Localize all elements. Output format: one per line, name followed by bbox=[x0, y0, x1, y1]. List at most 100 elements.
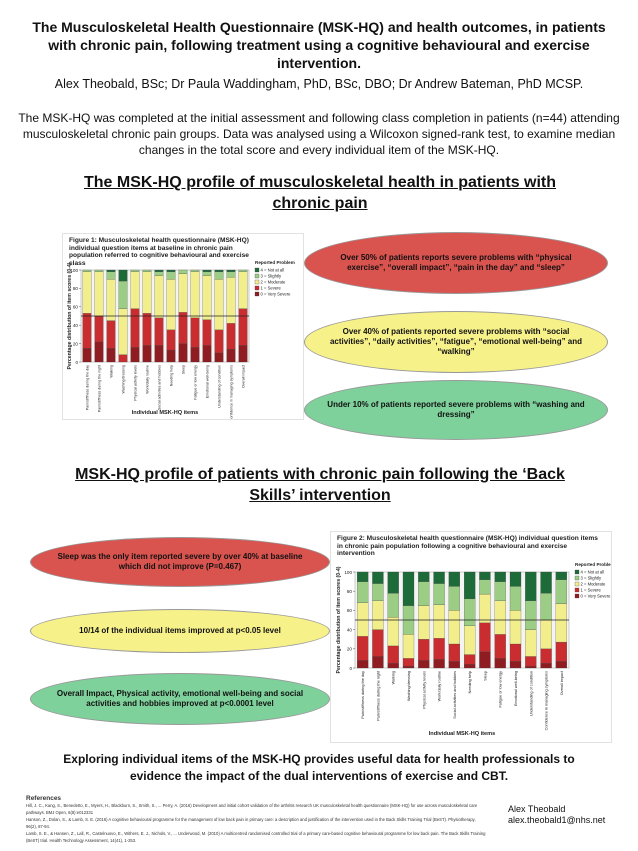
bar-segment bbox=[525, 656, 537, 667]
bar-segment bbox=[190, 317, 200, 348]
bar-segment bbox=[540, 619, 552, 649]
bar-segment bbox=[238, 271, 248, 309]
bar-segment bbox=[154, 317, 164, 346]
bar-segment bbox=[479, 593, 491, 624]
legend-title: Reported Problem bbox=[255, 260, 295, 265]
bar-segment bbox=[94, 269, 104, 272]
bar-segment bbox=[214, 279, 224, 330]
x-tick-label: Washing/dressing bbox=[407, 671, 411, 701]
callout-strong-improvement: Overall Impact, Physical activity, emoti… bbox=[30, 673, 330, 725]
x-tick-label: Walking bbox=[392, 671, 396, 684]
y-axis-label: Percentage distribution of item scores (… bbox=[336, 566, 342, 673]
bar-segment bbox=[372, 571, 384, 584]
bar-segment bbox=[106, 269, 116, 272]
x-tick-label: Pain/stiffness during the night bbox=[98, 365, 102, 412]
bar-segment bbox=[372, 583, 384, 601]
bar-segment bbox=[130, 308, 140, 348]
bar-segment bbox=[154, 275, 164, 318]
bar-segment bbox=[357, 581, 369, 603]
bar-segment bbox=[540, 571, 552, 594]
x-tick-label: Emotional well-being bbox=[206, 365, 210, 398]
bar-segment bbox=[82, 313, 92, 349]
x-tick-label: Physical activity levels bbox=[134, 365, 138, 401]
y-tick-label: 20 bbox=[73, 341, 79, 346]
bar-segment bbox=[178, 343, 188, 363]
bar-segment bbox=[464, 664, 476, 669]
x-tick-label: Overall impact bbox=[242, 365, 246, 388]
bar-segment bbox=[509, 571, 522, 587]
bar-segment bbox=[555, 661, 567, 669]
x-axis-label: Individual MSK-HQ items bbox=[132, 410, 199, 416]
bar-segment bbox=[142, 345, 152, 363]
bar-segment bbox=[509, 610, 522, 645]
reference-item: Lamb, S. E., & Hansen, Z., Lall, R., Cas… bbox=[26, 831, 486, 843]
bar-segment bbox=[166, 349, 176, 363]
bar-segment bbox=[94, 271, 104, 317]
callout-text: Under 10% of patients reported severe pr… bbox=[327, 400, 585, 419]
bar-segment bbox=[418, 571, 430, 582]
bar-segment bbox=[130, 271, 140, 309]
legend-title: Reported Problem bbox=[575, 562, 611, 567]
conclusion-text: Exploring individual items of the MSK-HQ… bbox=[63, 752, 575, 783]
bar-segment bbox=[106, 320, 116, 349]
x-tick-label: Washing/dressing bbox=[122, 365, 126, 393]
bar-segment bbox=[202, 271, 212, 276]
bar-segment bbox=[509, 586, 522, 611]
x-tick-label: Understanding of condition bbox=[218, 365, 222, 408]
x-tick-label: Emotional well-being bbox=[514, 671, 518, 706]
bar-segment bbox=[387, 663, 399, 669]
bar-segment bbox=[448, 571, 460, 587]
bar-segment bbox=[214, 269, 224, 272]
bar-segment bbox=[142, 269, 152, 272]
bar-segment bbox=[166, 269, 176, 272]
x-tick-label: Pain/stiffness during the day bbox=[361, 671, 365, 719]
bar-segment bbox=[448, 586, 460, 611]
x-tick-label: Sleep bbox=[483, 671, 487, 681]
bar-segment bbox=[202, 345, 212, 363]
bar-segment bbox=[190, 269, 200, 272]
legend-swatch bbox=[254, 279, 260, 285]
bar-segment bbox=[525, 571, 537, 601]
section1-heading: The MSK-HQ profile of musculoskeletal he… bbox=[83, 174, 557, 212]
y-tick-label: 0 bbox=[75, 360, 78, 365]
y-tick-label: 100 bbox=[70, 268, 78, 273]
x-tick-label: Pain/stiffness during the day bbox=[86, 365, 90, 410]
bar-segment bbox=[178, 273, 188, 313]
x-tick-label: Needing help bbox=[170, 365, 174, 386]
bar-segment bbox=[357, 636, 369, 661]
legend-swatch bbox=[254, 273, 260, 279]
bar-segment bbox=[166, 271, 176, 280]
intro-paragraph: The MSK-HQ was completed at the initial … bbox=[18, 111, 620, 157]
bar-segment bbox=[238, 308, 248, 346]
bar-segment bbox=[357, 571, 369, 582]
figure2-chart: Figure 2: Musculoskeletal health questio… bbox=[330, 531, 615, 743]
bar-segment bbox=[418, 639, 430, 661]
bar-segment bbox=[433, 571, 445, 584]
bar-segment bbox=[190, 271, 200, 318]
bar-segment bbox=[214, 329, 224, 353]
y-tick-label: 100 bbox=[344, 570, 352, 575]
bar-segment bbox=[118, 354, 128, 363]
legend-label: 0 = Very Severe bbox=[261, 292, 292, 297]
bar-segment bbox=[372, 656, 384, 669]
figure2-svg: 0 20 40 60 80 100 Pain/stiffness during the da… bbox=[336, 562, 615, 737]
bar-segment bbox=[178, 269, 188, 274]
bar-segment bbox=[94, 315, 104, 342]
bar-segment bbox=[525, 629, 537, 657]
bar-segment bbox=[166, 329, 176, 351]
y-axis-label: Percentage distribution of item scores (… bbox=[67, 262, 73, 369]
y-tick-label: 40 bbox=[347, 627, 353, 632]
bar-segment bbox=[238, 345, 248, 363]
callout-severe-over-50: Over 50% of patients reports severe prob… bbox=[304, 232, 608, 294]
bar-segment bbox=[82, 348, 92, 363]
bar-segment bbox=[357, 602, 369, 637]
contact-email[interactable]: alex.theobald1@nhs.net bbox=[508, 815, 606, 825]
bar-segment bbox=[433, 583, 445, 605]
bar-segment bbox=[418, 581, 430, 606]
x-tick-label: Fatigue or low energy bbox=[194, 365, 198, 400]
bar-segment bbox=[226, 269, 236, 272]
legend-label: 0 = Very Severe bbox=[581, 594, 612, 599]
figure1-chart: Figure 1: Musculoskeletal health questio… bbox=[62, 233, 304, 421]
x-tick-label: Work/daily routine bbox=[146, 365, 150, 394]
bar-segment bbox=[479, 651, 491, 669]
